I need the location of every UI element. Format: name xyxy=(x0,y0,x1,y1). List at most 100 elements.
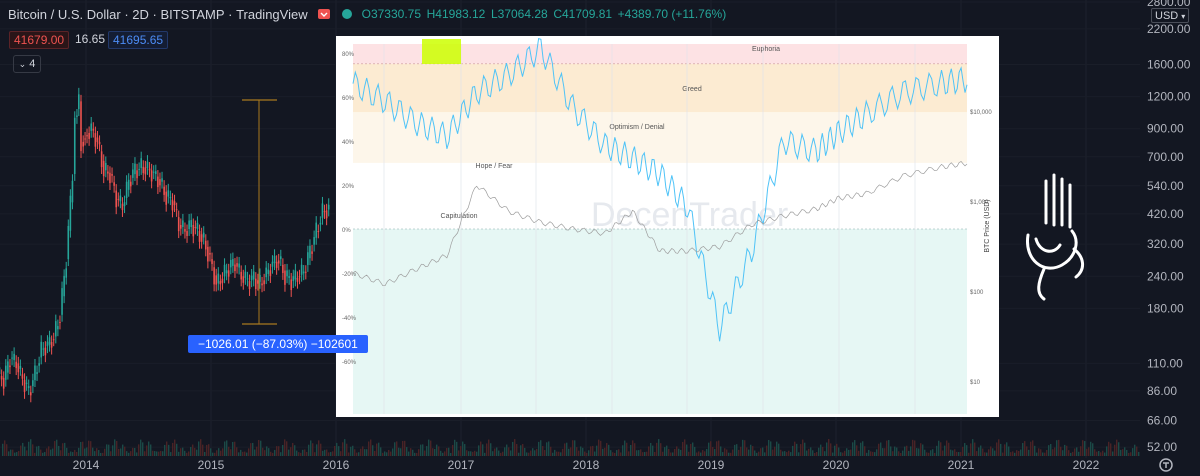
tradingview-logo-icon[interactable] xyxy=(1158,458,1174,472)
volume-bar xyxy=(338,446,340,456)
spread-value: 16.65 xyxy=(75,32,106,46)
candle-body xyxy=(227,270,230,277)
volume-bar xyxy=(920,443,922,456)
volume-bar xyxy=(706,448,708,456)
volume-bar xyxy=(816,451,818,456)
currency-dropdown[interactable]: USD ▾ xyxy=(1151,8,1189,23)
volume-bar xyxy=(1128,452,1130,456)
volume-bar xyxy=(48,446,50,456)
volume-bar xyxy=(444,451,446,456)
volume-bar xyxy=(872,451,874,456)
volume-bar xyxy=(8,451,10,456)
volume-bar xyxy=(532,448,534,456)
indicators-toggle[interactable]: ⌄ 4 xyxy=(13,55,41,73)
volume-bar xyxy=(660,443,662,456)
volume-bar xyxy=(824,451,826,456)
volume-bar xyxy=(928,452,930,456)
volume-bar xyxy=(588,450,590,456)
volume-bar xyxy=(232,441,234,456)
volume-bar xyxy=(236,447,238,456)
volume-bar xyxy=(530,450,532,456)
volume-bar xyxy=(442,452,444,456)
volume-bar xyxy=(426,446,428,456)
volume-bar xyxy=(512,441,514,456)
volume-bar xyxy=(870,451,872,456)
volume-bar xyxy=(1136,446,1138,456)
symbol-name[interactable]: Bitcoin / U.S. Dollar xyxy=(8,6,121,22)
candle-body xyxy=(273,255,276,264)
volume-bar xyxy=(540,440,542,456)
volume-bar xyxy=(270,451,272,456)
candle-body xyxy=(177,217,180,232)
volume-bar xyxy=(932,449,934,456)
volume-bar xyxy=(406,447,408,456)
volume-bar xyxy=(666,445,668,456)
volume-bar xyxy=(310,440,312,456)
candle-body xyxy=(257,280,259,284)
candle-body xyxy=(298,276,301,278)
buy-price-button[interactable]: 41695.65 xyxy=(108,31,169,49)
volume-bar xyxy=(1004,444,1006,456)
volume-bar xyxy=(1116,439,1118,456)
volume-bar xyxy=(1114,444,1116,456)
platform-label: TradingView xyxy=(236,6,308,22)
volume-bar xyxy=(980,445,982,456)
volume-bar xyxy=(996,442,998,456)
volume-bar xyxy=(662,451,664,456)
volume-bar xyxy=(1016,450,1018,456)
volume-bar xyxy=(260,440,262,456)
volume-bar xyxy=(772,449,774,456)
volume-bar xyxy=(2,443,4,456)
volume-bar xyxy=(88,440,90,456)
volume-bar xyxy=(940,442,942,456)
volume-bar xyxy=(160,450,162,456)
volume-bar xyxy=(184,450,186,456)
volume-bar xyxy=(292,442,294,456)
volume-bar xyxy=(202,444,204,456)
volume-bar xyxy=(828,439,830,456)
separator: · xyxy=(224,6,237,22)
volume-bar xyxy=(650,442,652,456)
x-tick-label: 2019 xyxy=(698,458,725,472)
volume-bar xyxy=(148,441,150,456)
volume-bar xyxy=(958,452,960,456)
candle-body xyxy=(275,261,278,268)
volume-bar xyxy=(960,452,962,456)
volume-bar xyxy=(492,451,494,456)
volume-bar xyxy=(1062,450,1064,456)
heart-icon[interactable] xyxy=(317,9,330,19)
volume-bar xyxy=(692,442,694,456)
candle-body xyxy=(107,171,109,174)
volume-bar xyxy=(464,444,466,456)
candle-body xyxy=(82,141,84,147)
volume-bar xyxy=(446,448,448,456)
volume-bar xyxy=(1098,450,1100,456)
sell-price-button[interactable]: 41679.00 xyxy=(9,31,70,49)
candle-body xyxy=(250,275,253,281)
volume-bar xyxy=(860,442,862,456)
y-tick-label: 700.00 xyxy=(1147,150,1184,164)
volume-bar xyxy=(1130,452,1132,456)
y-tick-label: 52.00 xyxy=(1147,440,1177,454)
volume-bar xyxy=(408,451,410,456)
volume-bar xyxy=(40,449,42,456)
volume-bar xyxy=(230,449,232,456)
x-tick-label: 2022 xyxy=(1073,458,1100,472)
volume-bar xyxy=(770,441,772,456)
volume-bar xyxy=(812,450,814,456)
volume-bar xyxy=(558,451,560,456)
volume-bar xyxy=(788,450,790,456)
volume-bar xyxy=(410,448,412,456)
volume-bar xyxy=(1126,449,1128,456)
interval-label[interactable]: 2D xyxy=(132,6,149,22)
volume-bar xyxy=(402,440,404,456)
volume-bar xyxy=(612,452,614,456)
candle-body xyxy=(17,363,20,373)
volume-bar xyxy=(750,444,752,456)
candle-body xyxy=(265,267,268,278)
volume-bar xyxy=(330,452,332,456)
y-tick-label: 86.00 xyxy=(1147,384,1177,398)
volume-bar xyxy=(688,451,690,456)
volume-bar xyxy=(818,447,820,456)
